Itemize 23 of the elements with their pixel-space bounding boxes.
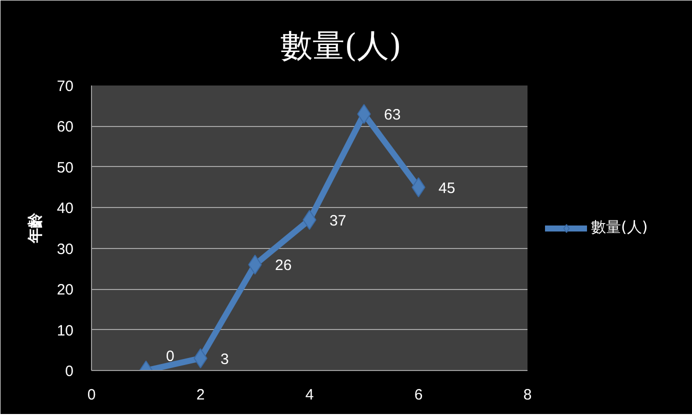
y-tick-label: 30: [56, 240, 74, 258]
data-label: 3: [220, 350, 229, 368]
x-tick-label: 2: [196, 386, 205, 404]
y-tick-label: 0: [65, 363, 74, 380]
x-tick-label: 4: [305, 386, 314, 404]
data-label: 45: [438, 180, 456, 197]
data-label: 26: [275, 257, 292, 274]
legend-label: 數量(人): [591, 218, 648, 237]
x-tick-label: 0: [87, 386, 96, 404]
x-tick-label: 8: [523, 386, 532, 404]
y-tick-label: 10: [56, 322, 74, 340]
data-label: 37: [330, 212, 346, 230]
chart-title: 數量(人): [280, 26, 402, 64]
point: [357, 104, 371, 124]
y-tick-label: 70: [56, 78, 74, 95]
y-tick-label: 40: [56, 200, 74, 218]
y-tick-label: 60: [56, 118, 74, 136]
x-tick-label: 6: [414, 386, 423, 404]
data-label: 63: [384, 106, 401, 124]
y-tick-label: 50: [56, 159, 74, 176]
data-label: 0: [166, 348, 174, 365]
y-axis-title: 年齡: [26, 212, 44, 244]
y-tick-label: 20: [56, 282, 74, 299]
